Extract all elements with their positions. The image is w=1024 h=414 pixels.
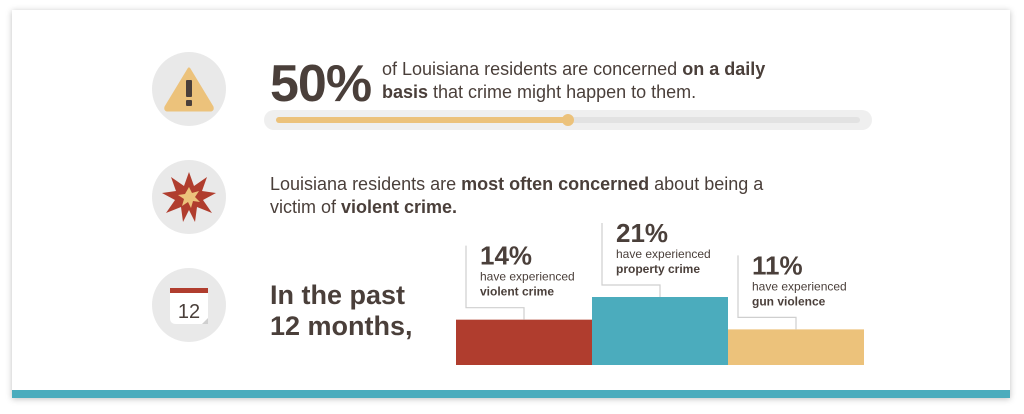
explosion-icon (162, 172, 216, 222)
period-line-2: 12 months, (270, 311, 413, 341)
calendar-number: 12 (178, 301, 200, 323)
bar-sublabel: have experienced (480, 270, 575, 284)
calendar-icon-circle: 12 (152, 268, 226, 342)
period-line-1: In the past (270, 280, 406, 310)
bar-violent-crime (456, 319, 592, 365)
bar-category-label: violent crime (480, 285, 554, 299)
leader-line-violent-crime (465, 245, 525, 320)
stat-text-part: of Louisiana residents are concerned (382, 59, 683, 79)
bar-gun-violence (728, 329, 864, 365)
bottom-accent-bar (12, 390, 1010, 398)
period-heading: In the past 12 months, (270, 280, 440, 342)
bar-category-label: property crime (616, 262, 700, 276)
progress-dot (562, 114, 574, 126)
calendar-icon: 12 (170, 288, 208, 324)
warning-icon-circle (152, 52, 226, 126)
stat-text-bold: on a daily basis (382, 59, 766, 102)
leader-line-gun-violence (737, 255, 797, 330)
explosion-icon-circle (152, 160, 226, 234)
bar-property-crime (592, 297, 728, 365)
bar-value-label: 14% (480, 241, 532, 271)
bar-value-label: 11% (752, 250, 803, 280)
bar-value-label: 21% (616, 218, 668, 248)
bar-sublabel: have experienced (752, 279, 847, 293)
infographic-card: 50% of Louisiana residents are concerned… (12, 10, 1010, 398)
progress-inner (276, 114, 860, 126)
concern-text-bold: most often concerned (461, 174, 650, 194)
stat-percent: 50% (270, 55, 372, 113)
concern-text-part: Louisiana residents are (270, 174, 462, 194)
bar-sublabel: have experienced (616, 247, 711, 261)
stat-text-part: that crime might happen to them. (428, 82, 697, 102)
concern-description: Louisiana residents are most often conce… (270, 173, 790, 219)
progress-track (264, 110, 872, 130)
concern-text-bold: violent crime. (341, 197, 458, 217)
warning-icon (164, 67, 214, 112)
bar-category-label: gun violence (752, 294, 826, 308)
leader-line-property-crime (601, 223, 661, 297)
stat-description: of Louisiana residents are concerned on … (382, 58, 802, 104)
progress-fill (276, 117, 568, 123)
concern-text-part: about being a victim of (270, 174, 764, 217)
